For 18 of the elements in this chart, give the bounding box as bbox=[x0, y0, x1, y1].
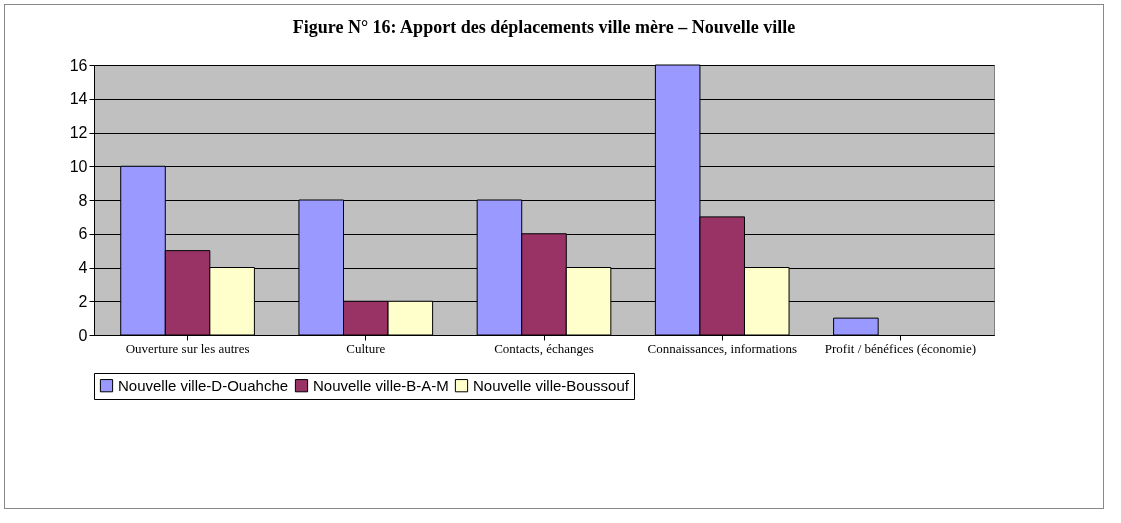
y-tick-label: 16 bbox=[69, 56, 88, 74]
y-tick-label: 0 bbox=[78, 326, 88, 344]
y-tick-label: 8 bbox=[78, 191, 88, 209]
y-tick-label: 6 bbox=[78, 225, 88, 243]
legend-label: Nouvelle ville-Boussouf bbox=[473, 376, 630, 394]
chart-title: Figure N° 16: Apport des déplacements ville mère – Nouvelle ville bbox=[292, 17, 796, 37]
y-tick-label: 4 bbox=[78, 259, 88, 276]
legend-label: Nouvelle ville-B-A-M bbox=[313, 376, 449, 394]
y-tick-label: 10 bbox=[69, 157, 88, 175]
x-tick-label: Connaissances, informations bbox=[647, 340, 797, 356]
y-tick-label: 14 bbox=[69, 90, 88, 108]
x-tick-label: Ouverture sur les autres bbox=[125, 340, 250, 356]
x-tick-label: Contacts, échanges bbox=[494, 340, 594, 356]
y-tick-label: 2 bbox=[78, 292, 88, 310]
y-tick-label: 12 bbox=[69, 124, 88, 141]
legend-label: Nouvelle ville-D-Ouahche bbox=[118, 376, 289, 394]
x-tick-label: Profit / bénéfices (économie) bbox=[824, 340, 977, 356]
x-tick-label: Culture bbox=[346, 340, 386, 356]
